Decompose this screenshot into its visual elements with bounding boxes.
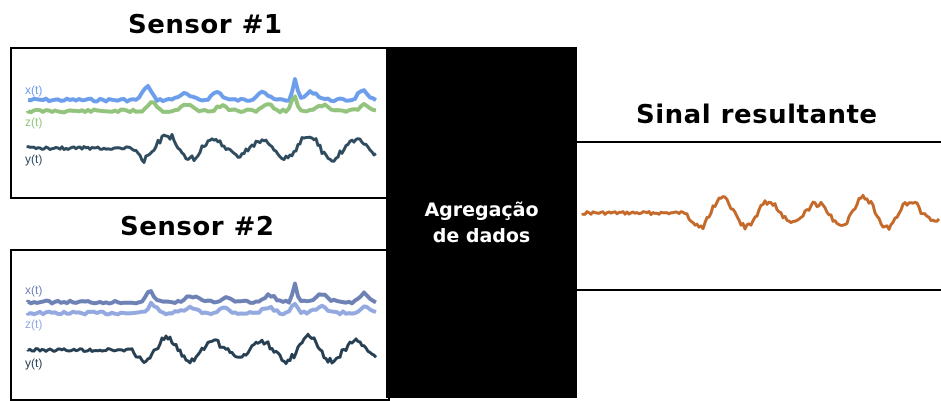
result-top-line <box>577 141 941 143</box>
result-plot <box>581 194 941 231</box>
sensor1-z-signal <box>26 94 377 115</box>
sensor2-label-x: x(t) <box>25 283 42 297</box>
sensor1-panel: x(t) z(t) y(t) <box>10 47 390 199</box>
sensor1-y-signal <box>26 133 377 164</box>
sensor1-label-z: z(t) <box>25 115 42 129</box>
sensor1-plot: x(t) z(t) y(t) <box>25 77 378 166</box>
aggregation-label-line1: Agregação <box>424 198 539 221</box>
result-bottom-line <box>577 289 941 291</box>
sensor1-x-signal <box>27 77 378 104</box>
aggregation-label-line2: de dados <box>432 224 531 247</box>
sensor2-title: Sensor #2 <box>120 212 275 242</box>
aggregation-block: Agregação de dados <box>386 47 577 398</box>
sensor1-label-y: y(t) <box>25 152 42 166</box>
sensor2-label-y: y(t) <box>25 356 42 370</box>
sensor1-label-x: x(t) <box>25 83 42 97</box>
result-signal <box>581 194 941 231</box>
result-title: Sinal resultante <box>636 100 878 130</box>
sensor1-title: Sensor #1 <box>128 10 283 40</box>
sensor2-y-signal <box>26 332 378 365</box>
sensor2-z-signal <box>26 300 377 317</box>
sensor2-x-signal <box>26 281 377 306</box>
sensor2-panel: x(t) z(t) y(t) <box>10 249 390 401</box>
sensor2-plot: x(t) z(t) y(t) <box>25 281 378 370</box>
sensor2-label-z: z(t) <box>25 317 42 331</box>
